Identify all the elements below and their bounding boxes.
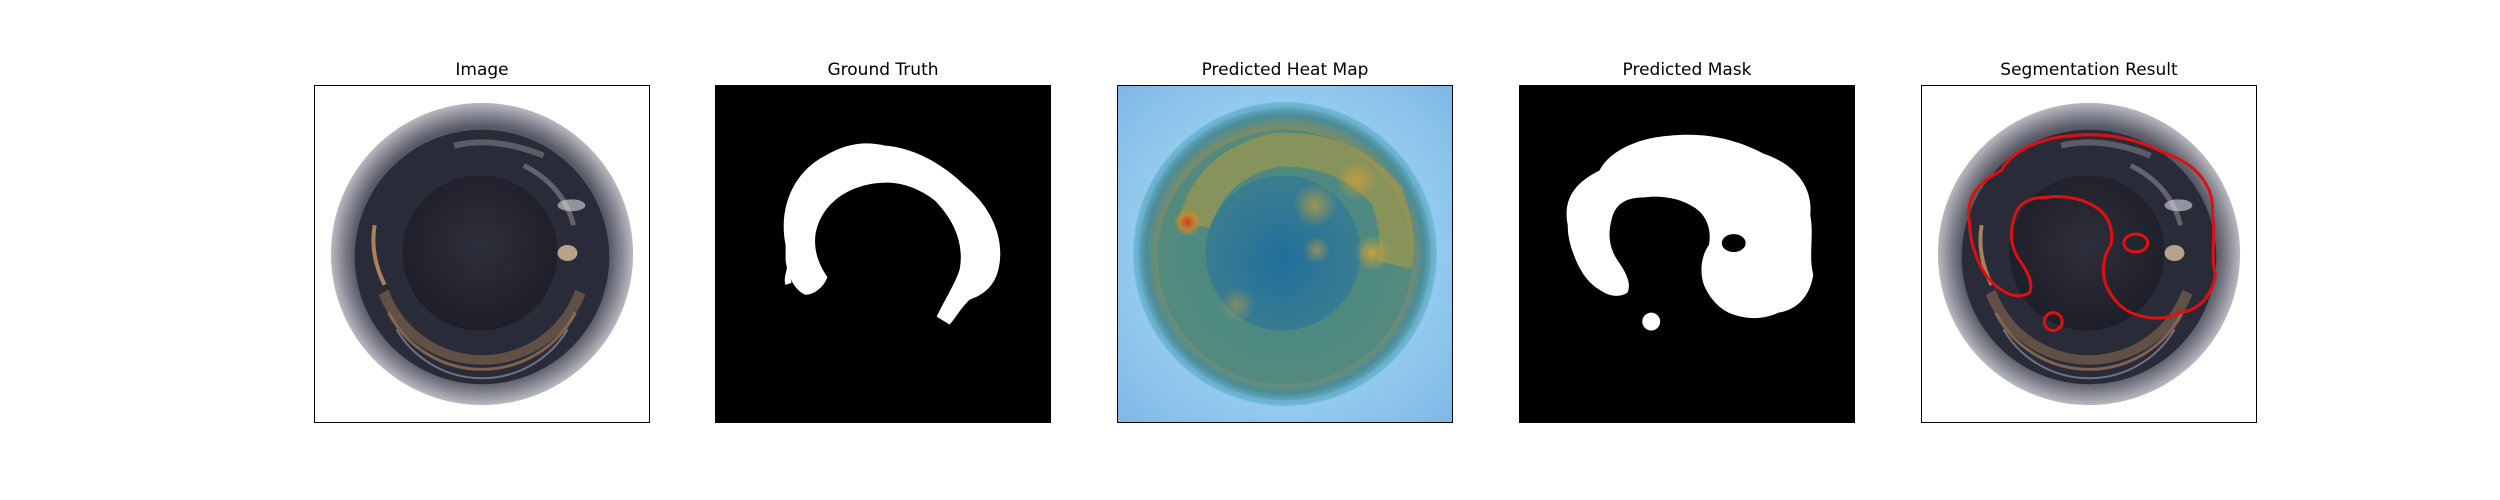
contour-lines (1967, 133, 2217, 333)
heat-map (1118, 86, 1452, 422)
segmentation-frame (1921, 85, 2257, 423)
panel-image: Image (314, 60, 650, 423)
panel-title: Image (455, 60, 509, 80)
panel-segmentation-result: Segmentation Result (1921, 60, 2257, 423)
panel-title: Predicted Heat Map (1201, 60, 1369, 80)
image-frame (314, 85, 650, 423)
panel-title: Ground Truth (827, 60, 939, 80)
panel-title: Predicted Mask (1622, 60, 1752, 80)
predicted-mask-frame (1519, 85, 1855, 423)
predicted-mask (1520, 86, 1854, 422)
panel-predicted-mask: Predicted Mask (1519, 60, 1855, 423)
ground-truth-frame (715, 85, 1051, 423)
panel-ground-truth: Ground Truth (715, 60, 1051, 423)
bottle-image (315, 86, 649, 422)
ground-truth-mask (716, 86, 1050, 422)
segmentation-overlay (1922, 86, 2256, 422)
panel-heat-map: Predicted Heat Map (1117, 60, 1453, 423)
heat-map-frame (1117, 85, 1453, 423)
panel-title: Segmentation Result (2000, 60, 2178, 80)
